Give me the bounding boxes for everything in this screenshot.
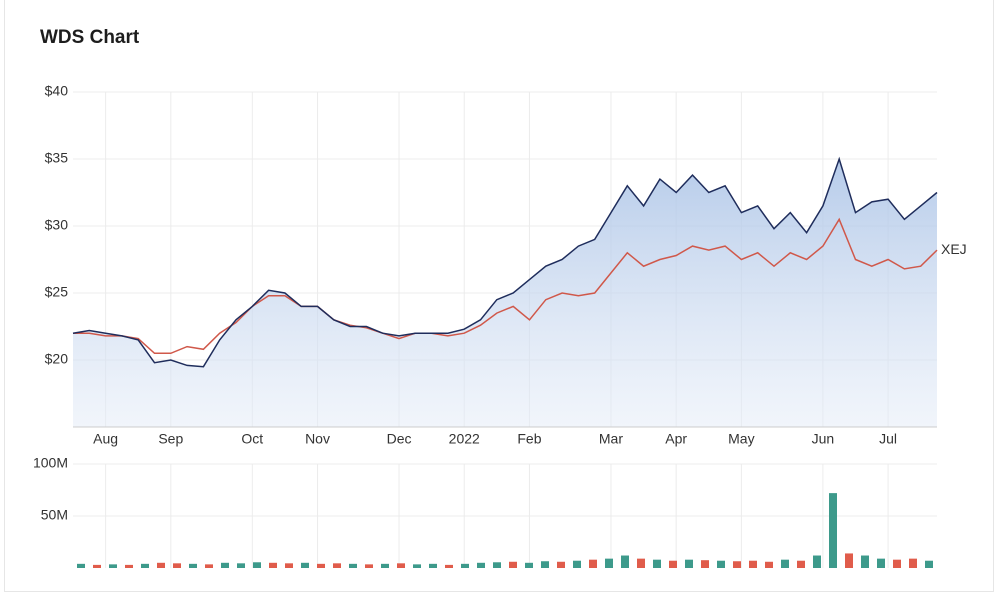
volume-bar	[445, 564, 453, 568]
volume-bar	[461, 563, 469, 568]
x-tick-label: May	[728, 431, 754, 447]
x-tick-label: Dec	[387, 431, 412, 447]
volume-bar	[333, 563, 341, 568]
x-tick-label: Nov	[305, 431, 330, 447]
volume-bar	[813, 555, 821, 568]
y-tick-label: $20	[45, 351, 69, 367]
volume-bar	[125, 564, 133, 568]
volume-bar	[653, 559, 661, 568]
y-tick-label: $25	[45, 284, 69, 300]
volume-bar	[509, 561, 517, 568]
volume-bar	[317, 563, 325, 568]
x-tick-label: Sep	[158, 431, 183, 447]
volume-bar	[349, 563, 357, 568]
volume-bar	[749, 560, 757, 568]
volume-bar	[781, 559, 789, 568]
volume-bar	[701, 560, 709, 568]
line	[72, 156, 938, 368]
volume-bar	[733, 561, 741, 568]
volume-bar	[541, 561, 549, 568]
volume-bar	[109, 564, 117, 568]
volume-bar	[141, 563, 149, 568]
volume-bar	[909, 558, 917, 568]
y-tick-label: $30	[45, 217, 69, 233]
volume-bar	[829, 493, 837, 568]
x-tick-label: Apr	[665, 431, 687, 447]
chart-title: WDS Chart	[40, 27, 140, 48]
volume-bar	[221, 562, 229, 568]
volume-bar	[477, 562, 485, 568]
volume-bar	[845, 553, 853, 568]
chart-card	[4, 0, 994, 592]
x-tick-label: Aug	[93, 431, 118, 447]
volume-bar	[861, 555, 869, 568]
x-tick-label: Jun	[812, 431, 835, 447]
volume-bar	[205, 564, 213, 568]
area-fill	[73, 159, 937, 427]
volume-bar	[429, 563, 437, 568]
volume-bar	[557, 561, 565, 568]
volume-bar	[493, 562, 501, 568]
volume-bar	[621, 555, 629, 568]
volume-bar	[669, 560, 677, 568]
volume-bar	[589, 559, 597, 568]
line	[73, 217, 938, 355]
volume-bar	[573, 560, 581, 568]
y-tick-label: $35	[45, 150, 69, 166]
volume-bar	[381, 563, 389, 568]
volume-bar	[189, 563, 197, 568]
volume-bar	[285, 563, 293, 568]
volume-bar	[685, 559, 693, 568]
volume-bar	[93, 564, 101, 568]
volume-bar	[77, 563, 85, 568]
volume-bar	[157, 562, 165, 568]
y-tick-label: 100M	[33, 455, 68, 471]
x-tick-label: Feb	[517, 431, 541, 447]
series-label: XEJ	[941, 241, 967, 257]
x-tick-label: Oct	[241, 431, 263, 447]
volume-bar	[605, 558, 613, 568]
volume-bar	[877, 558, 885, 568]
volume-bar	[237, 563, 245, 568]
y-tick-label: $40	[45, 83, 69, 99]
volume-bar	[413, 564, 421, 568]
volume-bar	[637, 558, 645, 568]
volume-bar	[269, 562, 277, 568]
volume-bar	[765, 561, 773, 568]
x-tick-label: Jul	[879, 431, 897, 447]
x-tick-label: Mar	[599, 431, 623, 447]
volume-bar	[173, 563, 181, 568]
y-tick-label: 50M	[41, 507, 68, 523]
volume-bar	[893, 559, 901, 568]
volume-bar	[717, 560, 725, 568]
volume-bar	[253, 562, 261, 568]
volume-bar	[365, 564, 373, 568]
volume-bar	[301, 562, 309, 568]
volume-bar	[525, 562, 533, 568]
volume-bar	[925, 560, 933, 568]
volume-bar	[397, 563, 405, 568]
x-tick-label: 2022	[449, 431, 480, 447]
volume-bar	[797, 560, 805, 568]
